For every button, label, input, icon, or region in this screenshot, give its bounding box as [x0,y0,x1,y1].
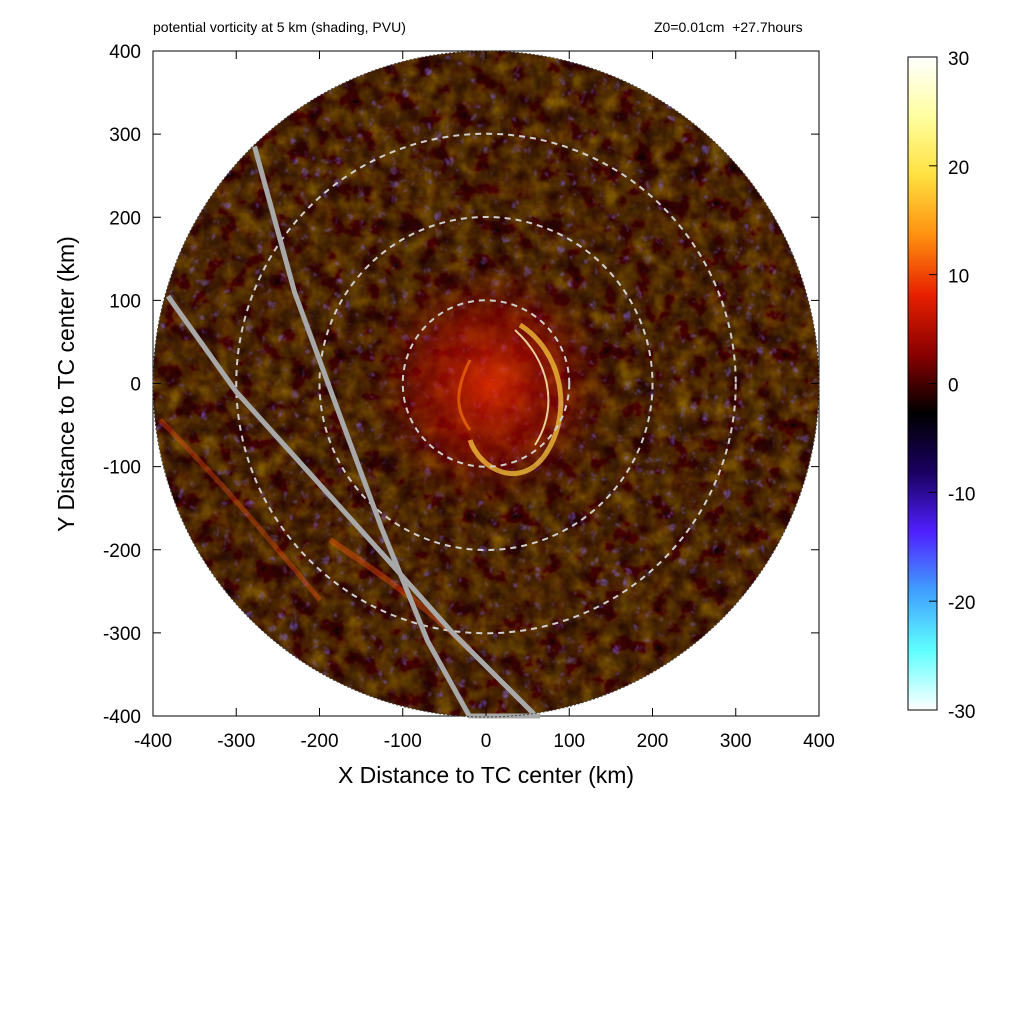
colorbar-tick-label: -30 [948,702,975,723]
pv-field [153,51,819,717]
x-tick-label: 300 [720,731,752,752]
x-tick-label: -100 [384,731,422,752]
chart-subtitle: Z0=0.01cm +27.7hours [654,19,803,35]
y-tick-label: -200 [103,541,141,562]
x-tick-label: 400 [803,731,835,752]
x-tick-label: -300 [217,731,255,752]
y-tick-label: -100 [103,458,141,479]
x-tick-label: -400 [134,731,172,752]
colorbar-ticks: 30 20 10 0 -10 -20 -30 [929,49,975,723]
y-tick-label: 300 [109,125,141,146]
colorbar-tick-label: 10 [948,267,969,288]
y-tick-label: 100 [109,291,141,312]
x-axis-label: X Distance to TC center (km) [338,762,634,788]
y-tick-label: -300 [103,624,141,645]
y-axis-label: Y Distance to TC center (km) [53,236,79,532]
track-line [252,145,541,719]
x-tick-label: 200 [637,731,669,752]
chart-title: potential vorticity at 5 km (shading, PV… [153,19,406,35]
x-tick-label: -200 [300,731,338,752]
y-axis-ticks: 400 300 200 100 0 -100 -200 -300 -400 [103,42,819,728]
y-tick-label: -400 [103,707,141,728]
range-ring [318,216,654,551]
colorbar-tick-label: 0 [948,376,959,397]
track-line [165,294,538,718]
x-tick-label: 0 [481,731,492,752]
x-axis-ticks: -400 -300 -200 -100 0 100 200 300 400 [134,51,835,752]
y-tick-label: 400 [109,42,141,63]
colorbar-tick-label: -20 [948,593,975,614]
y-tick-label: 200 [109,208,141,229]
range-rings [235,132,737,635]
x-tick-label: 100 [553,731,585,752]
colorbar-tick-label: -10 [948,484,975,505]
colorbar-tick-label: 30 [948,49,969,70]
track-lines [165,145,541,719]
range-ring [401,299,571,468]
y-tick-label: 0 [130,375,141,396]
colorbar-tick-label: 20 [948,158,969,179]
range-ring [235,132,737,635]
